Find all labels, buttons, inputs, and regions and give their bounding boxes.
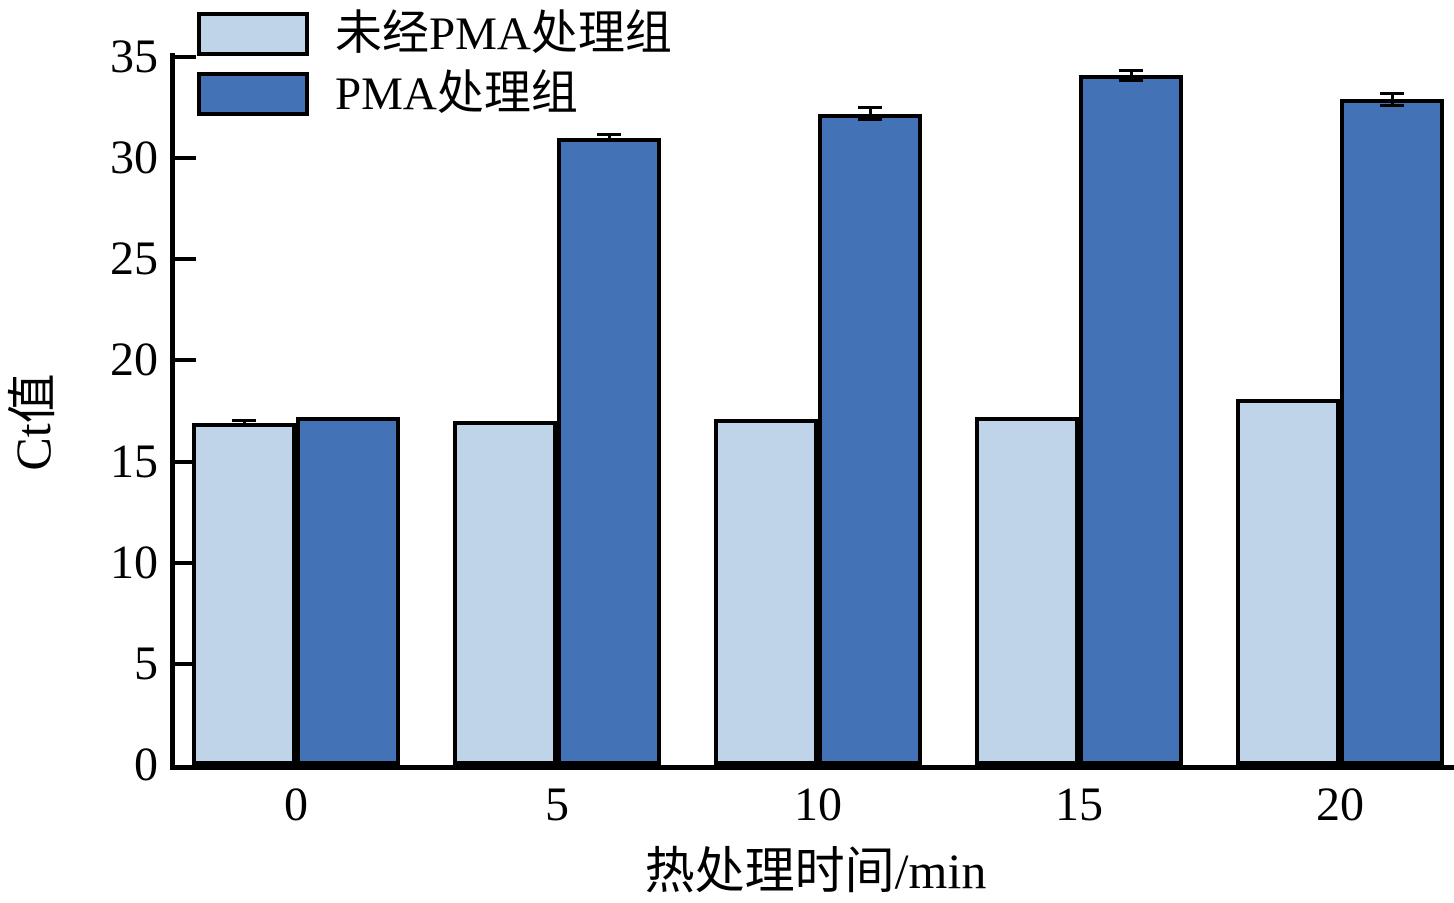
error-bar [1390, 93, 1394, 106]
y-tick-mark [175, 156, 196, 161]
bar-PMA处理组-10min [818, 113, 922, 765]
bar-未经PMA处理组-5min [453, 421, 557, 765]
x-tick-label: 10 [794, 778, 842, 831]
x-tick-label: 15 [1055, 778, 1103, 831]
y-tick-label: 5 [134, 636, 158, 690]
plot-area [170, 53, 1454, 770]
y-tick-label: 10 [110, 535, 158, 589]
legend-label: 未经PMA处理组 [335, 8, 672, 60]
y-tick-mark [175, 257, 196, 262]
error-bar [1129, 70, 1133, 81]
legend-swatch-未经PMA处理组 [197, 12, 309, 56]
bar-PMA处理组-0min [296, 417, 400, 765]
error-bar [868, 107, 872, 120]
bar-未经PMA处理组-15min [975, 417, 1079, 765]
x-axis-title: 热处理时间/min [644, 843, 987, 899]
bar-PMA处理组-5min [557, 137, 661, 765]
error-bar-cap [597, 133, 621, 137]
x-tick-label: 20 [1316, 778, 1364, 831]
y-tick-mark [175, 358, 196, 363]
error-bar [607, 134, 611, 141]
x-tick-label: 5 [545, 778, 569, 831]
error-bar-cap [232, 424, 256, 428]
error-bar-cap [858, 106, 882, 110]
error-bar-cap [232, 419, 256, 423]
error-bar-cap [1380, 104, 1404, 108]
bar-未经PMA处理组-0min [192, 423, 296, 765]
y-tick-label: 25 [110, 232, 158, 286]
x-tick-label: 0 [284, 778, 308, 831]
bar-PMA处理组-20min [1340, 99, 1444, 765]
error-bar [242, 420, 246, 426]
y-tick-label: 15 [110, 434, 158, 488]
legend-swatch-PMA处理组 [197, 72, 309, 116]
y-tick-label: 0 [134, 738, 158, 791]
legend-label: PMA处理组 [335, 68, 578, 120]
error-bar-cap [858, 118, 882, 122]
error-bar-cap [1119, 68, 1143, 72]
bar-未经PMA处理组-20min [1236, 398, 1340, 765]
y-tick-label: 30 [110, 131, 158, 185]
bar-未经PMA处理组-10min [714, 419, 818, 765]
legend: 未经PMA处理组 PMA处理组 [197, 8, 672, 132]
error-bar-cap [1119, 78, 1143, 82]
y-tick-mark [175, 560, 196, 565]
legend-item: 未经PMA处理组 [197, 8, 672, 60]
error-bar-cap [597, 139, 621, 143]
y-tick-label: 35 [110, 30, 158, 83]
y-tick-mark [175, 55, 196, 59]
bar-PMA处理组-15min [1079, 75, 1183, 765]
y-tick-label: 20 [110, 333, 158, 387]
error-bar-cap [1380, 91, 1404, 95]
y-tick-mark [175, 459, 196, 464]
y-tick-mark [175, 661, 196, 666]
legend-item: PMA处理组 [197, 68, 672, 120]
